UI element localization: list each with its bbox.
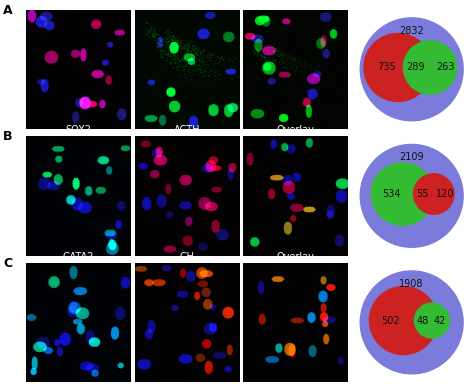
- Text: 735: 735: [378, 63, 396, 73]
- Circle shape: [369, 286, 438, 354]
- Title: Overlay: Overlay: [276, 0, 314, 9]
- Text: 2832: 2832: [399, 26, 424, 36]
- Text: 55: 55: [417, 189, 429, 199]
- Text: 534: 534: [382, 189, 401, 199]
- Circle shape: [364, 33, 432, 101]
- Circle shape: [414, 303, 449, 338]
- Circle shape: [360, 18, 463, 121]
- Circle shape: [403, 41, 456, 94]
- Circle shape: [371, 163, 434, 225]
- Title: ACTH: ACTH: [173, 125, 200, 136]
- Text: 263: 263: [437, 63, 455, 73]
- Text: 1908: 1908: [400, 279, 424, 289]
- Text: 48: 48: [417, 316, 429, 326]
- Title: GH: GH: [179, 252, 194, 262]
- Title: Overlay: Overlay: [276, 252, 314, 262]
- Text: 120: 120: [436, 189, 454, 199]
- Text: C: C: [3, 257, 12, 270]
- Text: B: B: [3, 130, 12, 143]
- Circle shape: [360, 271, 463, 374]
- Text: A: A: [3, 3, 12, 17]
- Title: SOX2: SOX2: [65, 0, 91, 9]
- Circle shape: [413, 174, 454, 214]
- Text: 42: 42: [434, 316, 447, 326]
- Title: GATA2: GATA2: [63, 252, 94, 262]
- Title: Overlay: Overlay: [276, 125, 314, 136]
- Text: 289: 289: [406, 63, 425, 73]
- Text: 2109: 2109: [400, 152, 424, 162]
- Title: SOX2: SOX2: [65, 125, 91, 136]
- Circle shape: [360, 144, 463, 247]
- Text: 502: 502: [381, 316, 400, 326]
- Title: S100B: S100B: [171, 0, 202, 9]
